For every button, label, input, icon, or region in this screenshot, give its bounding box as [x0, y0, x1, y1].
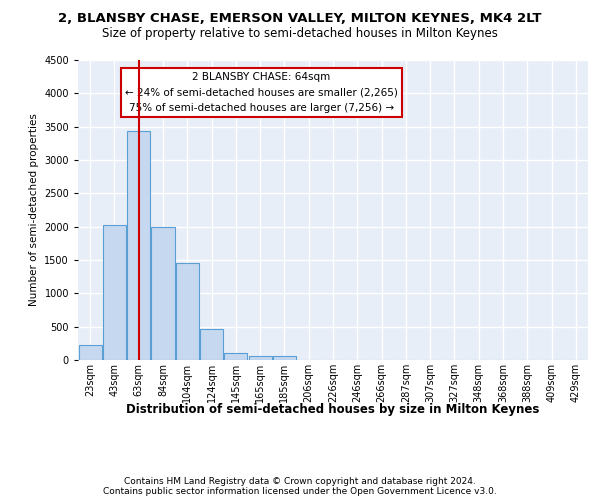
Bar [103, 226, 126, 360]
Bar [248, 356, 272, 360]
Bar [151, 226, 175, 360]
Bar [127, 132, 150, 360]
Text: Contains public sector information licensed under the Open Government Licence v3: Contains public sector information licen… [103, 487, 497, 496]
Text: 2 BLANSBY CHASE: 64sqm
← 24% of semi-detached houses are smaller (2,265)
75% of : 2 BLANSBY CHASE: 64sqm ← 24% of semi-det… [125, 72, 398, 113]
Bar [79, 344, 101, 360]
Text: Size of property relative to semi-detached houses in Milton Keynes: Size of property relative to semi-detach… [102, 28, 498, 40]
Text: 2, BLANSBY CHASE, EMERSON VALLEY, MILTON KEYNES, MK4 2LT: 2, BLANSBY CHASE, EMERSON VALLEY, MILTON… [58, 12, 542, 26]
Bar [200, 328, 223, 360]
Bar [176, 264, 199, 360]
Text: Contains HM Land Registry data © Crown copyright and database right 2024.: Contains HM Land Registry data © Crown c… [124, 477, 476, 486]
Bar [224, 353, 247, 360]
Y-axis label: Number of semi-detached properties: Number of semi-detached properties [29, 114, 38, 306]
Text: Distribution of semi-detached houses by size in Milton Keynes: Distribution of semi-detached houses by … [127, 402, 539, 415]
Bar [273, 356, 296, 360]
